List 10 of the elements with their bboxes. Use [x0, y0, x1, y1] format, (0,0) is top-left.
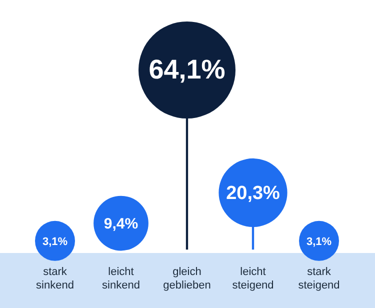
x-tick-label: leicht sinkend [102, 266, 140, 292]
data-label: 64,1% [148, 54, 226, 84]
data-label: 20,3% [226, 182, 280, 204]
data-label: 3,1% [306, 236, 332, 248]
data-label: 9,4% [104, 215, 138, 232]
data-label: 3,1% [42, 236, 68, 248]
x-tick-label: stark sinkend [36, 266, 74, 292]
x-tick-label: stark steigend [298, 266, 340, 292]
x-tick-label: gleich geblieben [163, 266, 211, 292]
x-tick-label: leicht steigend [232, 266, 274, 292]
